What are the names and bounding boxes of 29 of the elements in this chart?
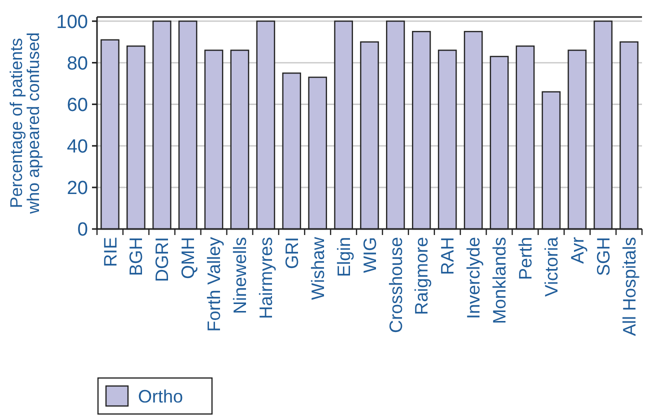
x-tick-label: GRI [282,237,302,270]
y-tick-label: 20 [66,178,88,200]
x-tick-label: RAH [438,237,458,276]
x-tick-label: QMH [178,237,198,279]
x-tick-label: WIG [360,237,380,273]
y-tick-label: 80 [66,53,88,74]
x-tick-label: Wishaw [308,236,328,300]
y-tick-label: 40 [66,136,88,158]
legend-label: Ortho [138,386,184,406]
x-tick-label: Crosshouse [386,237,406,334]
y-tick-label: 0 [77,220,88,241]
x-tick-label: Raigmore [412,237,432,316]
x-tick-label: Forth Valley [204,237,224,332]
y-axis-title: Percentage of patients who appeared confused [7,32,43,215]
x-tick-label: Perth [516,237,536,280]
x-tick-label: BGH [126,237,146,276]
x-tick-label: Ninewells [230,237,250,314]
x-tick-label: DGRI [152,237,172,282]
x-tick-label: SGH [593,237,614,276]
x-tick-label: All Hospitals [619,237,640,336]
x-tick-label: Hairmyres [256,237,276,320]
x-tick-label: Ayr [567,237,588,264]
x-tick-label: Elgin [334,237,354,278]
x-tick-label: Inverclyde [464,237,484,320]
x-tick-label: Monklands [490,237,510,324]
y-tick-label: 60 [66,94,88,116]
x-tick-label: RIE [100,237,120,268]
x-tick-label: Victoria [541,236,562,297]
y-tick-label: 100 [56,12,88,33]
